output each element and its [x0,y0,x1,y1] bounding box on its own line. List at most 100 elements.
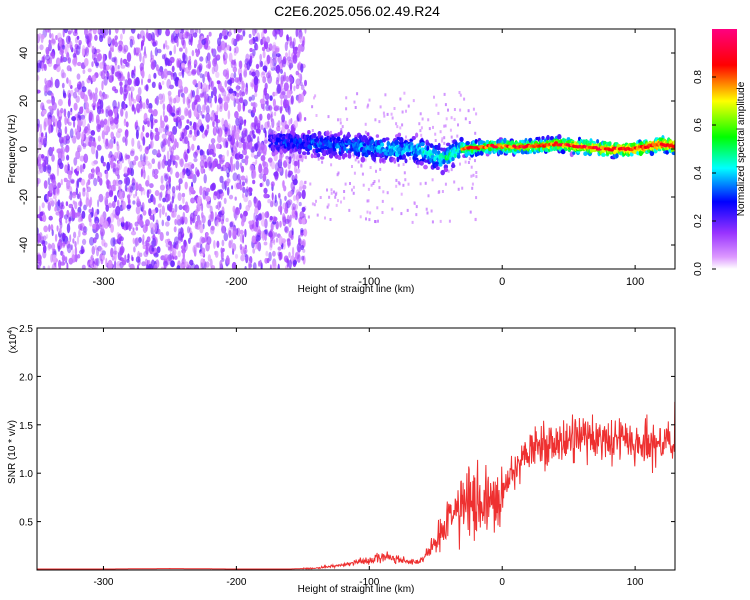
heatmap-cell [210,90,214,99]
heatmap-cell [279,198,282,207]
heatmap-cell [94,34,98,41]
heatmap-cell [306,151,311,155]
heatmap-cell [286,34,289,42]
heatmap-cell [261,212,265,220]
heatmap-cell [75,130,81,140]
heatmap-cell [115,179,120,187]
heatmap-cell [291,203,296,213]
heatmap-cell [42,109,47,115]
heatmap-cell [208,214,213,221]
heatmap-cell [289,148,293,154]
heatmap-cell [49,183,53,194]
heatmap-cell [88,213,92,222]
heatmap-cell [270,181,275,187]
heatmap-cell [72,238,75,244]
heatmap-cell [420,133,423,137]
heatmap-cell [200,111,203,116]
heatmap-cell [285,158,290,163]
heatmap-cell [287,105,291,116]
heatmap-cell [340,200,342,204]
heatmap-cell [64,126,68,135]
top-y-tick-label: -40 [18,237,30,253]
heatmap-cell [64,115,68,126]
heatmap-cell [262,76,267,84]
heatmap-cell [210,183,215,191]
heatmap-cell [263,193,269,199]
heatmap-cell [266,36,270,44]
heatmap-cell [451,163,456,169]
heatmap-cell [194,209,198,216]
heatmap-cell [222,52,228,61]
heatmap-cell [333,133,339,138]
heatmap-cell [316,153,321,158]
heatmap-cell [468,121,471,124]
heatmap-cell [213,191,218,196]
heatmap-cell [80,178,86,186]
heatmap-cell [253,198,259,208]
heatmap-cell [129,263,135,269]
bottom-y-axis: 0.51.01.52.02.5 [19,324,675,529]
heatmap-cell [321,160,324,164]
top-x-tick-label: 100 [626,276,644,288]
heatmap-cell [152,132,155,137]
heatmap-cell [106,72,110,77]
heatmap-cell [270,59,274,69]
heatmap-cell [148,198,152,204]
heatmap-cell [290,181,296,191]
heatmap-cell [475,171,478,174]
heatmap-cell [356,92,359,96]
heatmap-cell [78,39,82,46]
heatmap-cell [116,150,122,160]
heatmap-cell [188,93,193,103]
heatmap-cell [366,105,369,109]
heatmap-cell [204,261,207,269]
heatmap-cell [66,77,69,84]
heatmap-cell [345,96,348,100]
heatmap-cell [335,191,338,195]
figure-title: C2E6.2025.056.02.49.R24 [274,3,440,19]
heatmap-cell [235,129,241,135]
heatmap-cell [443,124,446,128]
heatmap-cell [106,161,111,171]
heatmap-cell [262,231,265,241]
heatmap-cell [42,244,47,254]
heatmap-cell [298,48,301,55]
heatmap-cell [369,211,372,215]
heatmap-cell [74,241,77,248]
heatmap-cell [122,58,128,65]
heatmap-cell [47,177,51,185]
heatmap-cell [317,157,320,161]
heatmap-cell [73,119,76,128]
heatmap-cell [228,88,234,94]
heatmap-cell [234,77,240,83]
heatmap-cell [87,68,92,73]
heatmap-cell [139,219,144,227]
heatmap-cell [118,40,123,46]
heatmap-cell [91,161,96,166]
heatmap-cell [152,149,158,156]
heatmap-cell [249,55,253,61]
heatmap-cell [178,31,184,40]
heatmap-cell [304,181,306,185]
heatmap-cell [288,259,292,269]
heatmap-cell [93,177,98,187]
heatmap-cell [315,199,317,203]
heatmap-cell [205,112,211,123]
heatmap-cell [118,44,123,52]
heatmap-cell [92,223,97,230]
heatmap-cell [135,76,140,87]
heatmap-cell [119,247,124,256]
heatmap-cell [92,29,97,35]
heatmap-cell [367,151,371,156]
heatmap-cell [458,91,461,94]
heatmap-cell [57,158,63,166]
heatmap-cell [51,242,56,251]
heatmap-cell [278,192,281,199]
heatmap-cell [117,128,123,134]
heatmap-cell [41,35,45,40]
heatmap-cell [102,161,106,167]
heatmap-cell [479,150,484,156]
heatmap-cell [184,47,188,55]
heatmap-cell [245,135,250,145]
heatmap-cell [179,171,185,180]
